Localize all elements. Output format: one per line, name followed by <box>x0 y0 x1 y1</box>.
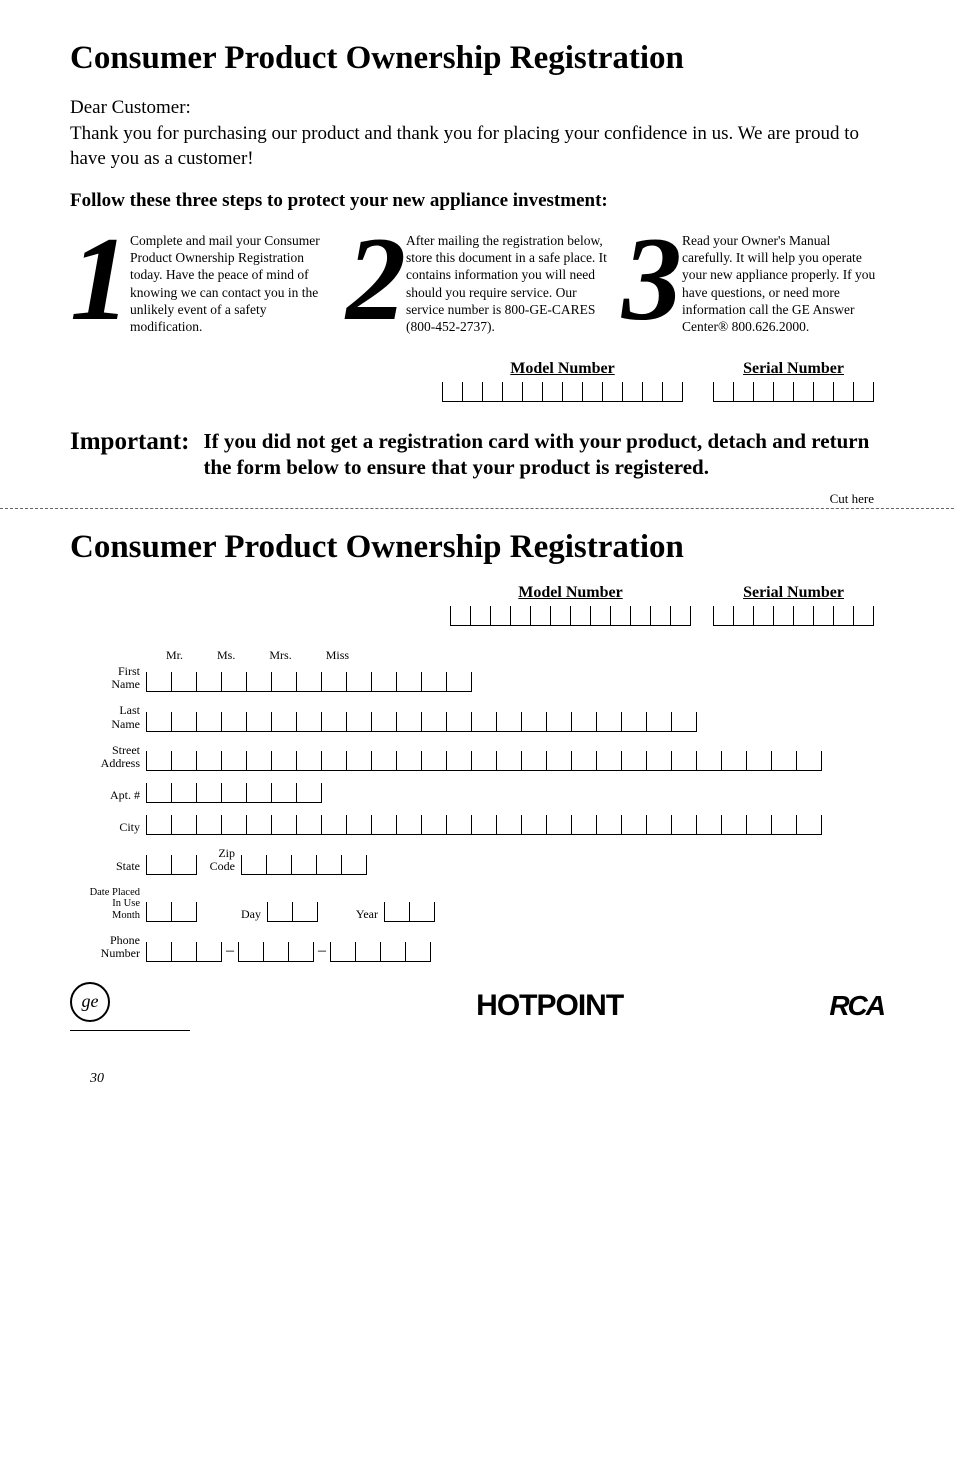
last-name-row: LastName <box>70 704 884 731</box>
follow-heading: Follow these three steps to protect your… <box>70 190 884 212</box>
logos-row: ge HOTPOINT RCA <box>70 982 884 1031</box>
rca-logo: RCA <box>829 990 884 1022</box>
step-3: 3 Read your Owner's Manual carefully. It… <box>622 228 884 336</box>
title-ms: Ms. <box>217 648 235 663</box>
zip-label: ZipCode <box>197 847 241 874</box>
apt-row: Apt. # <box>70 783 884 803</box>
date-row: Date PlacedIn UseMonth Day Year <box>70 887 884 923</box>
apt-label: Apt. # <box>70 789 146 803</box>
title-first-name-row: Mr. Ms. Mrs. Miss FirstName <box>70 648 884 692</box>
ge-logo-icon: ge <box>70 982 110 1022</box>
apt-field[interactable] <box>146 783 322 803</box>
state-zip-row: State ZipCode <box>70 847 884 874</box>
form-grid: Mr. Ms. Mrs. Miss FirstName LastName Str… <box>70 648 884 962</box>
phone-dash-1: – <box>222 942 238 962</box>
zip-field[interactable] <box>241 855 367 875</box>
form-model-label: Model Number <box>450 584 691 602</box>
important-row: Important: If you did not get a registra… <box>70 428 884 481</box>
form-serial-block: Serial Number <box>713 584 874 626</box>
street-row: StreetAddress <box>70 744 884 771</box>
last-name-field[interactable] <box>146 712 697 732</box>
city-field[interactable] <box>146 815 822 835</box>
greeting-body: Thank you for purchasing our product and… <box>70 121 884 172</box>
step-1: 1 Complete and mail your Consumer Produc… <box>70 228 332 336</box>
last-name-label: LastName <box>70 704 146 731</box>
step-1-text: Complete and mail your Consumer Product … <box>130 228 332 336</box>
first-name-label: FirstName <box>70 665 146 692</box>
cut-line: Cut here <box>0 508 954 509</box>
greeting-label: Dear Customer: <box>70 95 884 121</box>
model-label: Model Number <box>442 360 683 378</box>
city-label: City <box>70 821 146 835</box>
phone-area-field[interactable] <box>146 942 222 962</box>
form-serial-number-field[interactable] <box>713 606 874 626</box>
form-title: Consumer Product Ownership Registration <box>70 529 884 566</box>
title-mrs: Mrs. <box>269 648 291 663</box>
page-title: Consumer Product Ownership Registration <box>70 40 884 77</box>
city-row: City <box>70 815 884 835</box>
form-model-number-field[interactable] <box>450 606 691 626</box>
form-model-block: Model Number <box>450 584 691 626</box>
steps-row: 1 Complete and mail your Consumer Produc… <box>70 228 884 336</box>
serial-label: Serial Number <box>713 360 874 378</box>
step-1-number: 1 <box>70 228 124 330</box>
important-label: Important: <box>70 428 189 481</box>
street-label: StreetAddress <box>70 744 146 771</box>
title-mr: Mr. <box>166 648 183 663</box>
step-2-number: 2 <box>346 228 400 330</box>
ge-underline <box>70 1030 190 1031</box>
year-field[interactable] <box>384 902 435 922</box>
phone-label: PhoneNumber <box>70 934 146 961</box>
title-options: Mr. Ms. Mrs. Miss <box>146 648 884 663</box>
serial-number-field[interactable] <box>713 382 874 402</box>
serial-block: Serial Number <box>713 360 874 402</box>
model-block: Model Number <box>442 360 683 402</box>
street-field[interactable] <box>146 751 822 771</box>
model-number-field[interactable] <box>442 382 683 402</box>
year-label: Year <box>318 908 384 922</box>
month-field[interactable] <box>146 902 197 922</box>
phone-dash-2: – <box>314 942 330 962</box>
form-serial-label: Serial Number <box>713 584 874 602</box>
step-2: 2 After mailing the registration below, … <box>346 228 608 336</box>
model-serial-row: Model Number Serial Number <box>70 360 884 402</box>
day-field[interactable] <box>267 902 318 922</box>
ge-logo-block: ge <box>70 982 190 1031</box>
form-model-serial-row: Model Number Serial Number <box>70 584 884 626</box>
important-text: If you did not get a registration card w… <box>203 428 884 481</box>
phone-row: PhoneNumber – – <box>70 934 884 961</box>
first-name-field[interactable] <box>146 672 472 692</box>
day-label: Day <box>197 908 267 922</box>
step-3-number: 3 <box>622 228 676 330</box>
title-miss: Miss <box>326 648 349 663</box>
hotpoint-logo: HOTPOINT <box>476 989 623 1023</box>
date-month-label: Date PlacedIn UseMonth <box>70 887 146 923</box>
phone-exchange-field[interactable] <box>238 942 314 962</box>
cut-here-label: Cut here <box>830 491 874 507</box>
state-field[interactable] <box>146 855 197 875</box>
step-3-text: Read your Owner's Manual carefully. It w… <box>682 228 884 336</box>
state-label: State <box>70 860 146 874</box>
phone-line-field[interactable] <box>330 942 431 962</box>
greeting-block: Dear Customer: Thank you for purchasing … <box>70 95 884 172</box>
page-number: 30 <box>70 1071 884 1087</box>
step-2-text: After mailing the registration below, st… <box>406 228 608 336</box>
